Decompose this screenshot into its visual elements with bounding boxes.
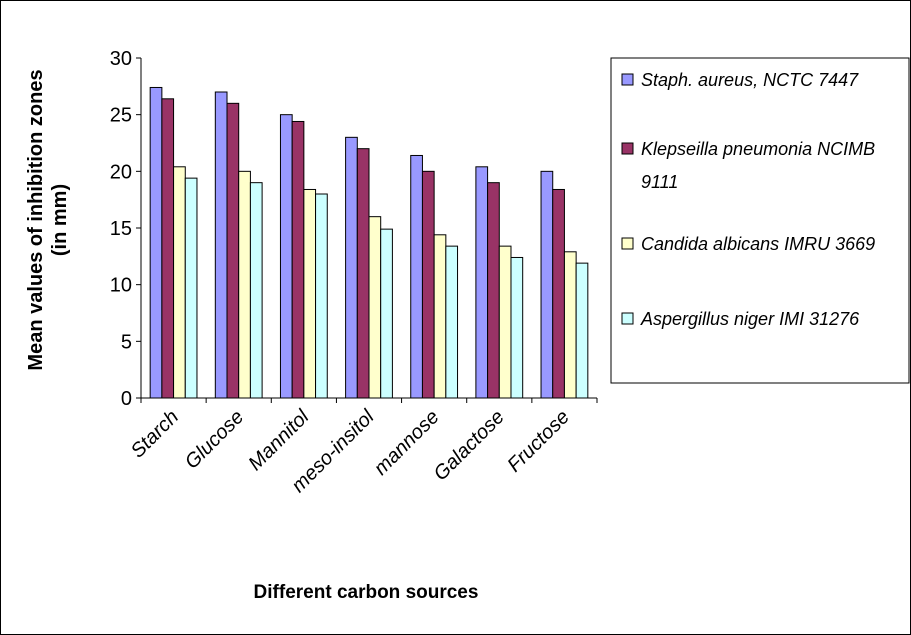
bar-series-3-fructose [563,251,577,399]
bar-series-2-meso-insitol [356,148,370,399]
bar-series-4-starch [184,177,198,399]
y-tick-label: 10 [110,275,132,297]
legend-box [610,57,910,384]
bar-series-2-mannitol [291,120,305,399]
y-tick-label: 15 [110,218,132,240]
bar-series-4-fructose [575,262,589,399]
bar-series-3-mannitol [303,188,317,399]
legend-label-2: Klepseilla pneumonia NCIMB [641,139,875,159]
bar-series-2-glucose [226,102,240,399]
legend-label-2: 9111 [641,172,678,192]
bar-series-1-starch [149,86,163,399]
legend-label-3: Candida albicans IMRU 3669 [641,234,875,254]
bar-series-2-starch [161,98,175,399]
bar-series-2-mannose [421,170,435,399]
bar-series-3-meso-insitol [368,216,382,399]
y-tick-label: 25 [110,105,132,127]
legend-label-1: Staph. aureus, NCTC 7447 [641,70,859,90]
legend-swatch-1 [621,73,634,86]
bar-series-1-mannitol [279,114,293,399]
x-tick-label: Starch [127,406,183,462]
bar-series-4-meso-insitol [380,228,393,399]
plot-area: 051015202530StarchGlucoseMannitolmeso-in… [110,48,598,497]
bar-series-4-galactose [510,256,524,399]
y-tick-label: 30 [110,48,132,70]
bar-series-3-starch [173,166,186,399]
legend-label-4: Aspergillus niger IMI 31276 [640,309,860,329]
bar-series-1-meso-insitol [345,136,358,399]
y-tick-label: 5 [121,331,132,353]
legend-swatch-3 [621,237,634,250]
bar-series-4-mannitol [315,193,328,399]
legend: Staph. aureus, NCTC 7447 Klepseilla pneum… [621,70,875,329]
x-tick-label: Galactose [430,406,509,485]
bar-series-3-glucose [238,170,251,399]
bar-series-1-galactose [475,166,489,399]
x-tick-label: Fructose [503,406,574,477]
y-tick-label: 20 [110,161,132,183]
bar-series-2-galactose [487,182,500,399]
bar-series-1-mannose [410,154,423,399]
x-axis-label: Different carbon sources [254,582,479,603]
bar-series-3-galactose [498,245,512,399]
y-axis-label-line-1: Mean values of inhibition zones [25,69,47,370]
bar-series-3-mannose [433,234,447,399]
x-tick-label: Glucose [181,406,248,473]
y-axis-label: Mean values of inhibition zones (in mm) [25,69,71,370]
y-tick-label: 0 [121,388,132,410]
bar-series-1-glucose [214,91,228,399]
y-axis-label-line-2: (in mm) [49,184,71,256]
bar-series-4-glucose [249,182,263,399]
bar-series-4-mannose [445,245,459,399]
legend-swatch-4 [621,312,634,325]
legend-swatch-2 [621,142,634,155]
bar-series-1-fructose [540,170,554,399]
bar-series-2-fructose [552,188,565,399]
